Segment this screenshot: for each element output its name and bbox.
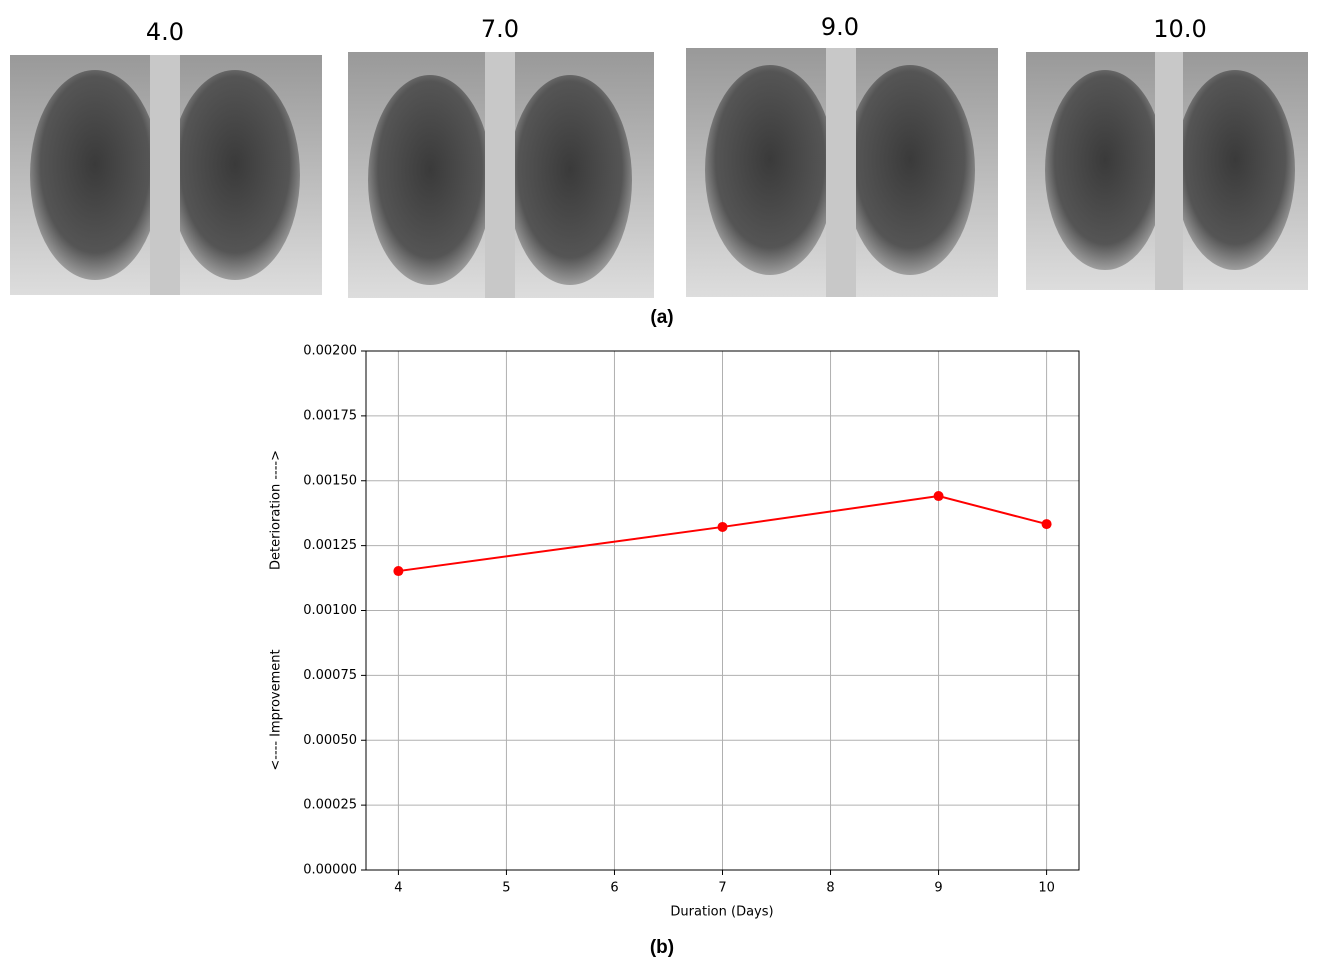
figure: 4.0 7.0 9.0 10.0 (a) Duration (Days) <--… [0,0,1325,963]
y-tick-label: 0.00025 [303,798,357,813]
y-tick-label: 0.00000 [303,863,357,878]
y-tick-label: 0.00075 [303,668,357,683]
data-point [1042,519,1052,529]
data-point [934,491,944,501]
xray-image [686,48,998,297]
y-tick-label: 0.00125 [303,538,357,553]
image-title: 7.0 [481,15,519,43]
caption: (a) [650,307,673,328]
page: 4.0 7.0 9.0 10.0 (a) Duration (Days) <--… [0,0,1325,963]
xray-image [348,52,654,298]
x-tick-label: 9 [934,881,942,896]
x-tick-label: 4 [394,881,402,896]
y-tick-label: 0.00050 [303,733,357,748]
x-tick-label: 8 [826,881,834,896]
y-tick-label: 0.00100 [303,603,357,618]
y-axis-label: <---- Improvement [269,649,284,770]
xray-images [10,48,1308,298]
x-axis-label: Duration (Days) [670,905,773,920]
caption: (b) [650,937,674,958]
image-title: 10.0 [1153,15,1206,43]
data-point [393,566,403,576]
y-axis-label: Deterioration ----> [269,450,284,570]
xray-image [1026,52,1308,290]
data-point [718,522,728,532]
x-tick-label: 10 [1038,881,1055,896]
image-title: 9.0 [821,13,859,41]
x-tick-label: 7 [718,881,726,896]
y-tick-label: 0.00200 [303,344,357,359]
y-tick-label: 0.00175 [303,408,357,423]
image-title: 4.0 [146,18,184,46]
xray-image [10,55,322,295]
y-tick-label: 0.00150 [303,473,357,488]
x-tick-label: 6 [610,881,618,896]
x-tick-label: 5 [502,881,510,896]
